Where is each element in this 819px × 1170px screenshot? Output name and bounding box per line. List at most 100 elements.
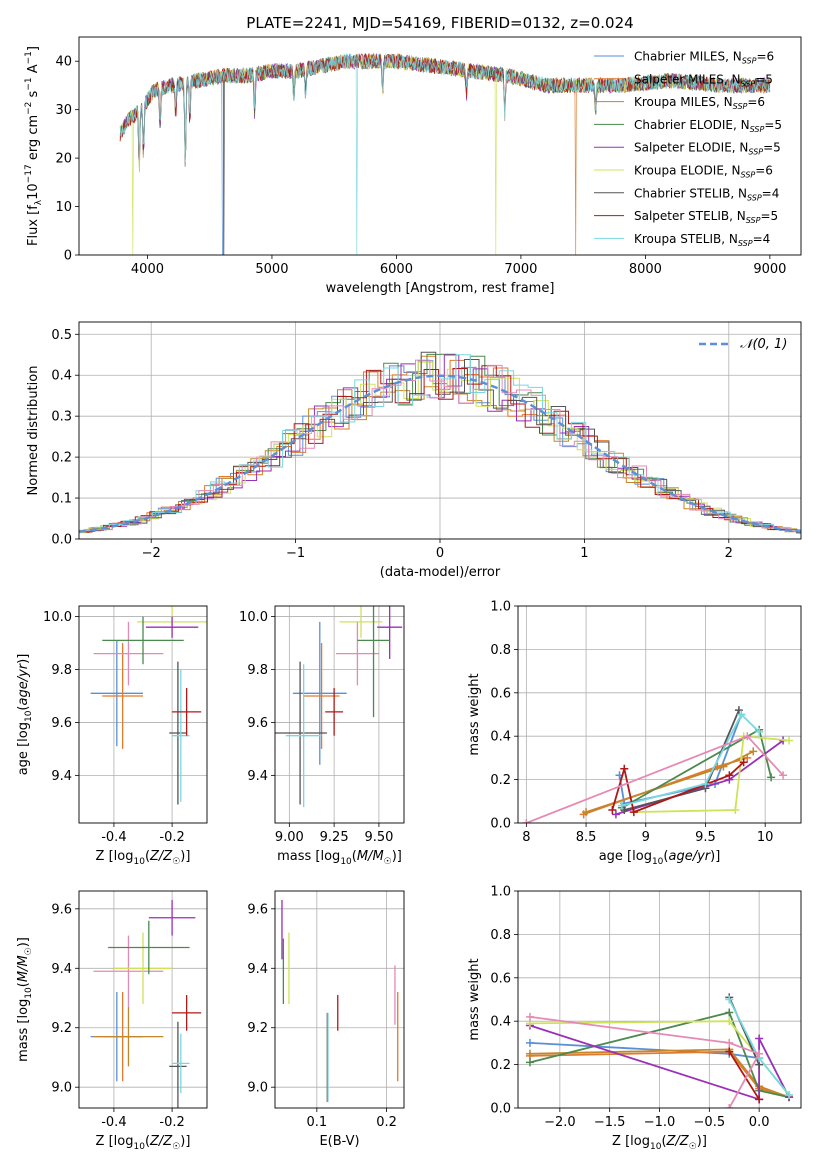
label-part: =6: [755, 164, 773, 178]
plot-area-mass-vs-EBV: [275, 891, 404, 1108]
label-part: (: [16, 982, 31, 987]
label-part: =6: [756, 50, 774, 64]
errorbar-kroupa-stelib: [285, 664, 322, 808]
label-part: (: [145, 1134, 150, 1149]
legend-entry: Salpeter MILES, NSSP=5: [634, 72, 773, 88]
weight-marker: [785, 1090, 794, 1099]
plot-area-age-vs-mass: [275, 606, 404, 823]
label-part: 10: [133, 1142, 145, 1152]
errorbar-kroupa-elodie: [339, 606, 383, 638]
y-tick-label: 9.8: [51, 663, 72, 678]
axes-frame: [274, 605, 405, 824]
y-tick-label: 0.6: [490, 971, 511, 986]
legend-entry: Salpeter ELODIE, NSSP=5: [634, 141, 781, 157]
x-tick-label: 2: [725, 546, 733, 561]
x-tick-label: 0.2: [376, 1115, 397, 1130]
y-tick-label: 1.0: [490, 885, 511, 900]
errorbar-kroupa-stelib: [172, 1033, 190, 1094]
errorbar-salpeter-stelib: [325, 688, 344, 736]
x-axis-label: mass [log10(M/M☉)]: [277, 849, 402, 867]
weight-marker: [525, 1038, 534, 1047]
label-part: s: [26, 90, 41, 101]
label-part: =4: [762, 186, 780, 200]
y-tick-label: 9.6: [247, 902, 268, 917]
weight-marker: [725, 1104, 734, 1108]
label-part: =4: [753, 232, 771, 246]
label-part: age/yr: [16, 662, 31, 705]
y-axis-label: age [log10(age/yr)]: [16, 654, 34, 776]
weight-marker: [785, 736, 794, 745]
errorbar-salpeter-elodie: [148, 899, 196, 936]
panel-residuals: −2 −1 0 1 2 0.0 0.1 0.2 0.3 0.4 0.5 (data-model)/er…: [26, 321, 802, 580]
x-tick-label: 9.5: [695, 830, 716, 845]
x-tick-label: −1: [286, 546, 305, 561]
y-tick-label: 0.8: [490, 643, 511, 658]
weight-marker: [620, 764, 629, 773]
y-tick-label: 9.4: [51, 769, 72, 784]
weight-marker: [617, 801, 626, 810]
axes-frame: [517, 890, 802, 1109]
y-tick-label: 0.0: [51, 533, 72, 548]
plot-area-residuals: [79, 322, 801, 539]
weight-marker: [734, 706, 743, 715]
x-axis-label: (data-model)/error: [380, 565, 501, 580]
errorbar-salpeter-stelib: [172, 995, 202, 1031]
legend-entry: Chabrier MILES, NSSP=6: [634, 50, 774, 66]
x-tick-label: 0.0: [749, 1115, 770, 1130]
y-tick-label: 9.4: [247, 769, 268, 784]
y-tick-label: 0.0: [490, 1102, 511, 1117]
weight-line-salpeter-elodie: [529, 1024, 790, 1101]
x-axis-label: age [log10(age/yr)]: [599, 849, 721, 867]
label-part: 10: [26, 183, 41, 200]
y-tick-label: 9.0: [247, 1081, 268, 1096]
weight-marker: [739, 758, 748, 767]
label-part: SSP: [750, 125, 765, 134]
label-part: 10: [340, 857, 352, 867]
label-part: Z/Z: [149, 1134, 173, 1149]
label-part: =5: [764, 118, 782, 132]
weight-line-extra: [529, 1016, 761, 1108]
y-tick-label: 0.1: [51, 492, 72, 507]
weight-marker: [629, 808, 638, 817]
x-tick-label: 10: [757, 830, 774, 845]
weight-marker: [749, 747, 758, 756]
plot-area-spectrum: [119, 52, 771, 255]
weight-marker: [779, 771, 788, 780]
label-part: )]: [16, 654, 31, 664]
errorbar-salpeter-elodie: [377, 606, 403, 659]
label-part: λ: [34, 199, 44, 205]
errorbar-chabrier-elodie: [357, 606, 390, 718]
label-part: SSP: [748, 148, 763, 157]
weight-marker: [525, 1012, 534, 1021]
label-part: SSP: [738, 239, 753, 248]
axes-frame: [78, 321, 802, 540]
weight-marker: [767, 773, 776, 782]
y-tick-label: 10.0: [43, 610, 72, 625]
weight-marker: [755, 1095, 764, 1104]
x-tick-label: 5000: [255, 262, 288, 277]
weight-marker: [731, 805, 740, 814]
label-part: erg cm: [26, 115, 41, 164]
label-part: −1: [24, 77, 34, 90]
errorbar-chabrier-miles: [292, 621, 347, 765]
axes-frame: [78, 36, 802, 256]
label-part: −17: [24, 164, 34, 183]
axes-frame: [274, 890, 405, 1109]
label-part: Salpeter MILES, N: [634, 72, 741, 86]
legend-entry: Kroupa ELODIE, NSSP=6: [634, 164, 773, 180]
label-part: Z/Z: [666, 1134, 690, 1149]
label-part: =5: [763, 141, 781, 155]
errorbar-chabrier-stelib: [275, 661, 327, 805]
x-tick-label: −2: [142, 546, 161, 561]
x-tick-label: -0.2: [159, 830, 184, 845]
histogram-kroupa-elodie: [79, 361, 801, 534]
y-tick-label: 9.6: [247, 716, 268, 731]
errorbar-salpeter-elodie: [145, 616, 199, 638]
plot-area-weight-vs-age: [518, 606, 801, 823]
x-tick-label: 4000: [131, 262, 164, 277]
figure-title: PLATE=2241, MJD=54169, FIBERID=0132, z=0…: [246, 14, 633, 32]
legend-entry: Salpeter STELIB, NSSP=5: [634, 209, 778, 225]
label-part: A: [26, 64, 41, 77]
